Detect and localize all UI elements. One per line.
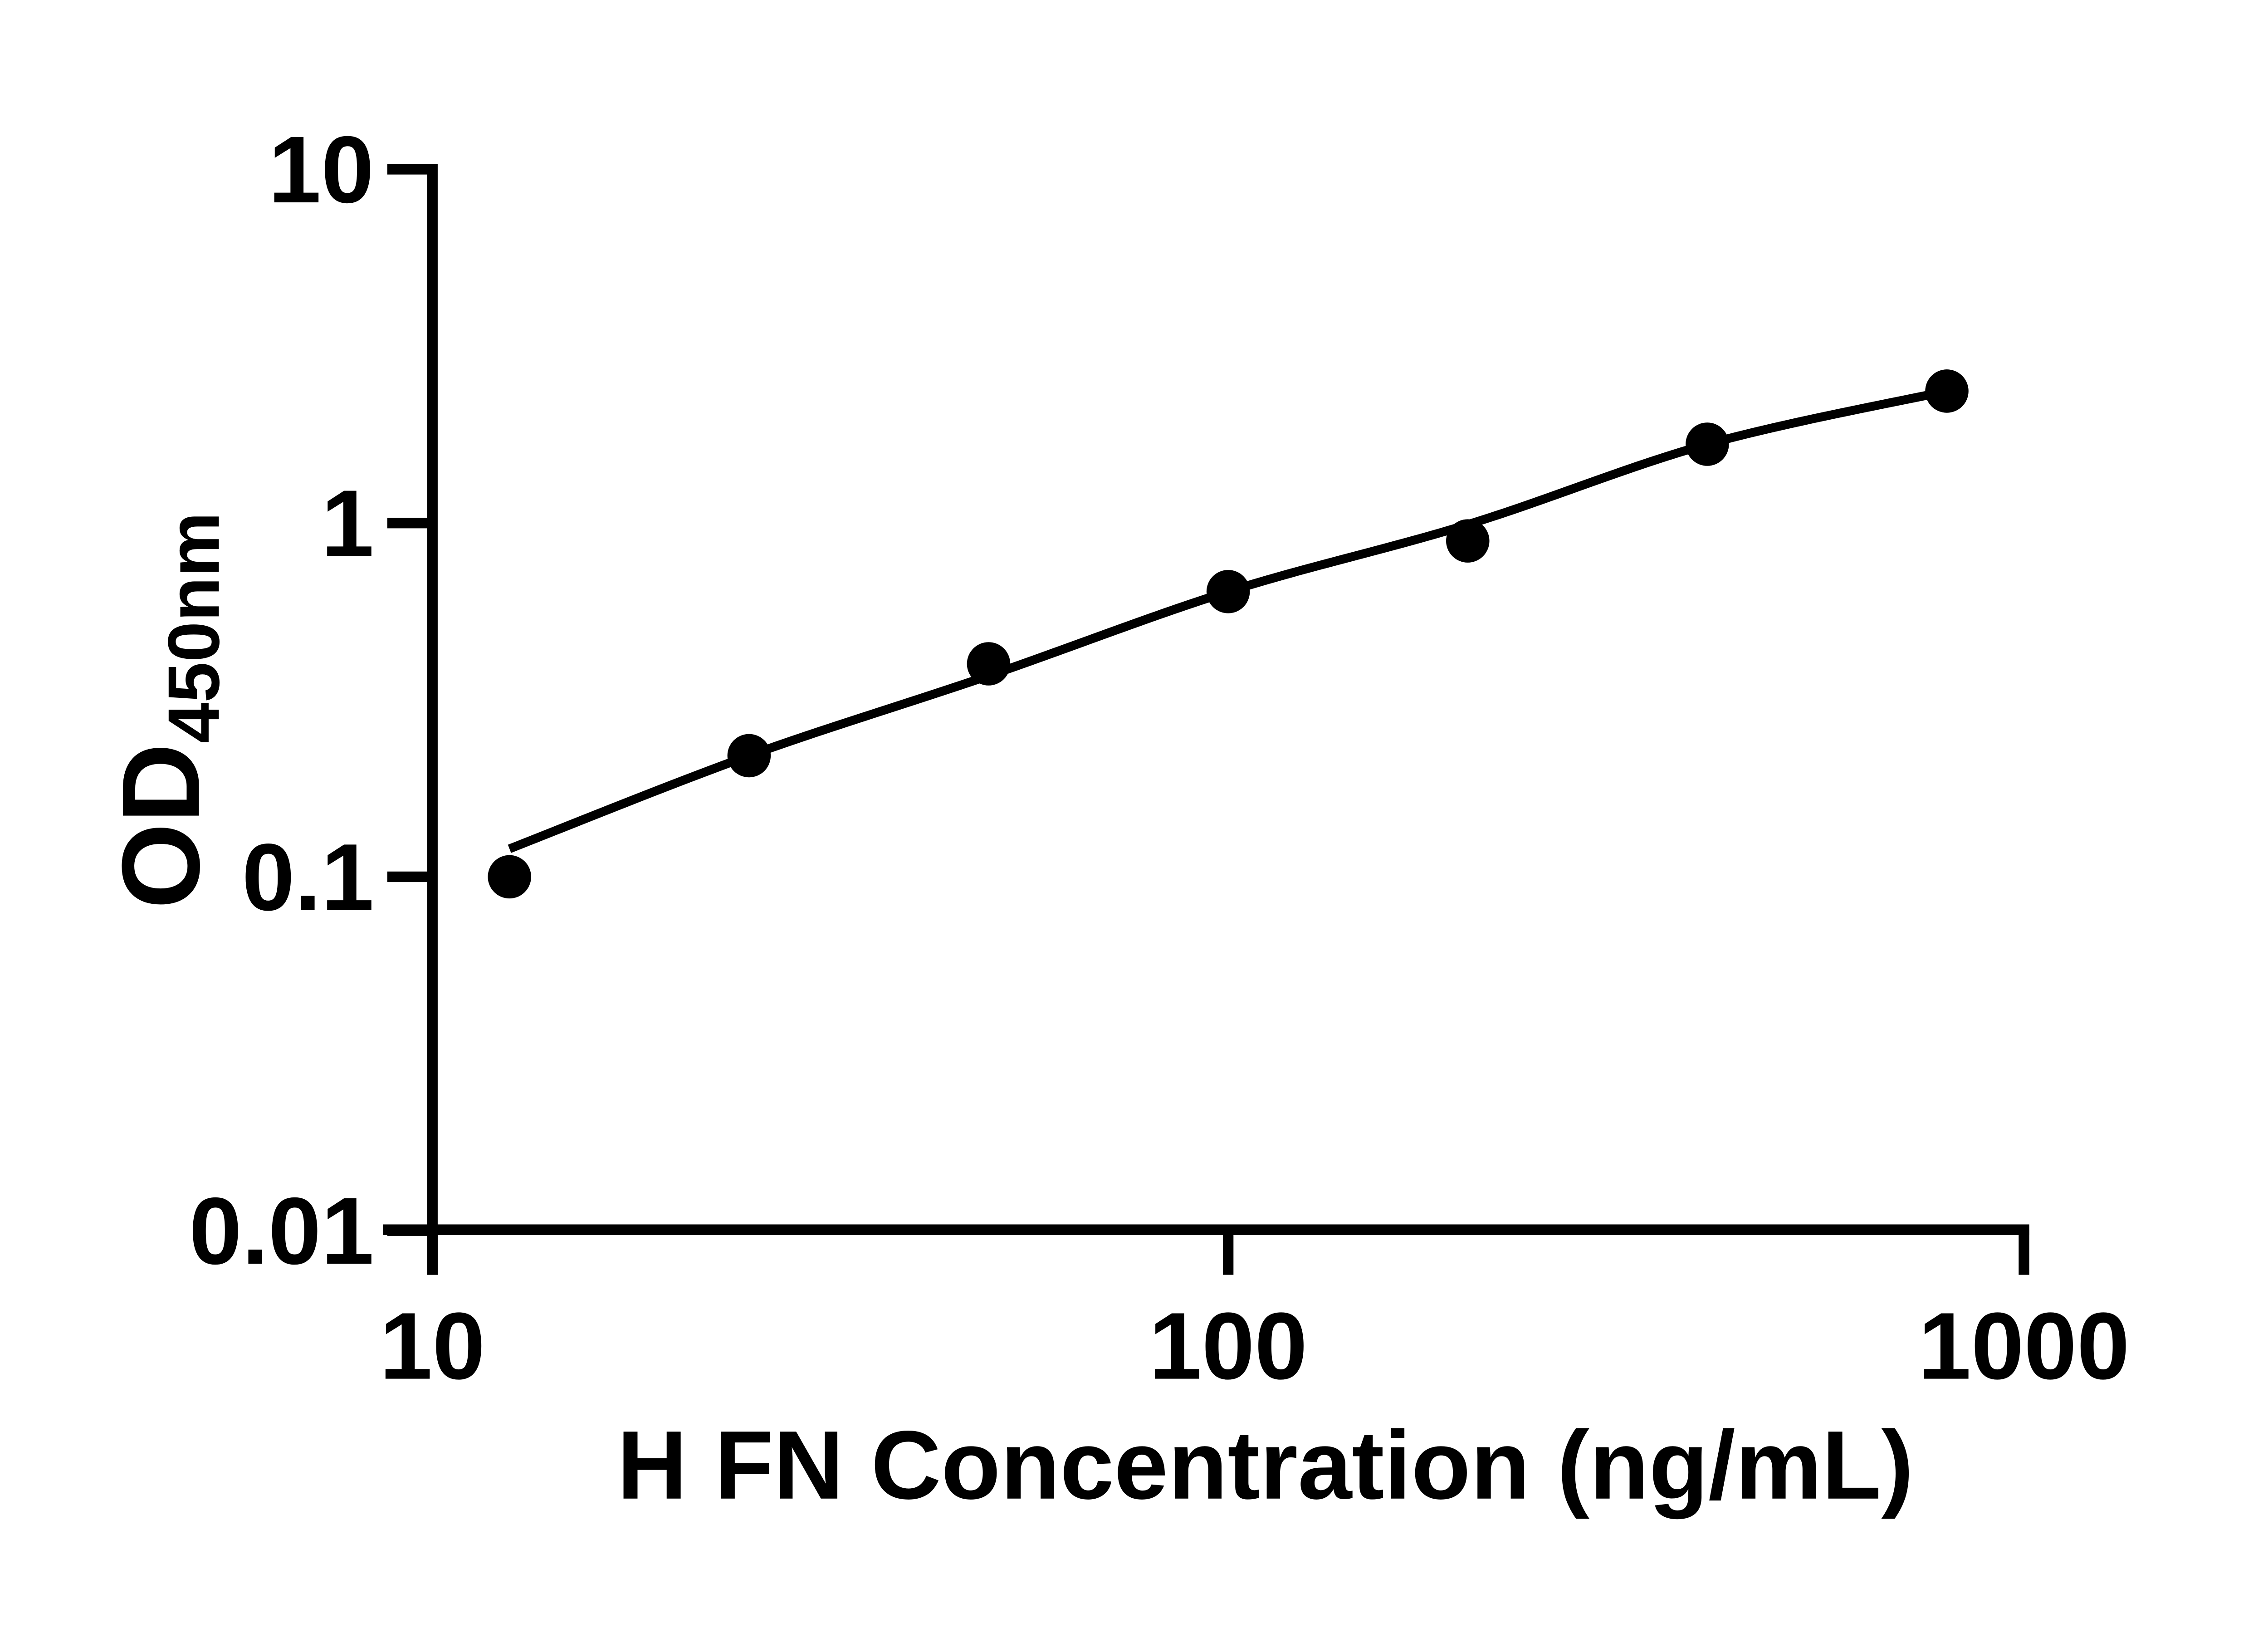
x-tick-label: 1000: [1918, 1293, 2130, 1399]
x-axis-title: H FN Concentration (ng/mL): [617, 1411, 1913, 1520]
x-tick-label: 100: [1149, 1293, 1308, 1399]
data-point: [1446, 519, 1490, 563]
y-axis-title-main: OD: [99, 743, 223, 909]
y-tick-label: 1: [321, 471, 374, 577]
fit-curve: [508, 387, 1948, 853]
y-tick-label: 0.1: [242, 824, 374, 931]
x-tick-label: 10: [380, 1293, 485, 1399]
y-axis-title: OD450nm: [99, 512, 235, 909]
y-tick-label: 10: [268, 117, 374, 223]
data-point: [1925, 369, 1969, 413]
data-point: [967, 642, 1011, 686]
y-axis-title-subscript: 450nm: [153, 512, 235, 743]
data-point: [1686, 422, 1729, 466]
data-point: [488, 855, 531, 899]
data-point: [727, 734, 771, 778]
data-point: [1206, 570, 1250, 613]
y-tick-label: 0.01: [189, 1178, 374, 1284]
